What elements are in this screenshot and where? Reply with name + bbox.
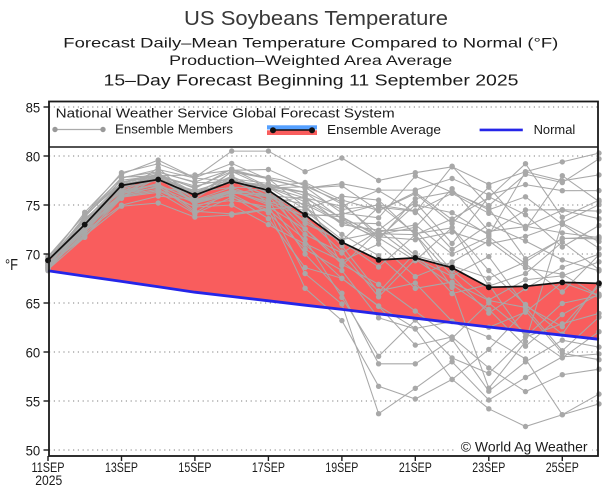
svg-text:Ensemble Members: Ensemble Members [115, 123, 233, 137]
svg-text:15–Day Forecast Beginning 11 S: 15–Day Forecast Beginning 11 September 2… [104, 73, 519, 90]
svg-text:Ensemble Average: Ensemble Average [327, 123, 441, 137]
svg-text:°F: °F [5, 257, 18, 274]
svg-text:25SEP: 25SEP [546, 459, 579, 475]
svg-text:85: 85 [26, 100, 41, 116]
svg-text:55: 55 [26, 394, 41, 410]
svg-text:11SEP: 11SEP [32, 459, 65, 475]
svg-text:65: 65 [26, 296, 41, 312]
svg-text:50: 50 [26, 443, 41, 459]
svg-text:13SEP: 13SEP [105, 459, 138, 475]
svg-text:2025: 2025 [35, 472, 62, 488]
svg-text:80: 80 [26, 149, 41, 165]
svg-text:Normal: Normal [534, 123, 576, 137]
svg-text:15SEP: 15SEP [178, 459, 211, 475]
svg-text:17SEP: 17SEP [252, 459, 285, 475]
svg-text:US Soybeans Temperature: US Soybeans Temperature [184, 8, 448, 30]
svg-text:70: 70 [26, 247, 41, 263]
svg-text:19SEP: 19SEP [325, 459, 358, 475]
svg-text:National Weather Service Globa: National Weather Service Global Forecast… [56, 107, 395, 121]
svg-text:23SEP: 23SEP [472, 459, 505, 475]
svg-text:© World Ag Weather: © World Ag Weather [461, 439, 588, 454]
svg-text:75: 75 [26, 198, 41, 214]
svg-text:Production–Weighted Area Avera: Production–Weighted Area Average [169, 52, 452, 68]
svg-text:Forecast Daily–Mean Temperatur: Forecast Daily–Mean Temperature Compared… [63, 35, 558, 51]
svg-text:21SEP: 21SEP [399, 459, 432, 475]
svg-text:60: 60 [26, 345, 41, 361]
